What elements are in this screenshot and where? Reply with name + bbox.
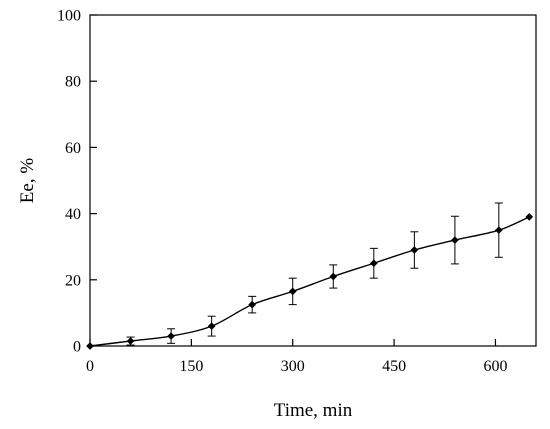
data-point bbox=[126, 337, 135, 345]
axes bbox=[89, 14, 537, 347]
x-axis-title: Time, min bbox=[274, 400, 353, 421]
y-tick-label: 80 bbox=[65, 74, 81, 91]
y-tick-label: 20 bbox=[65, 272, 81, 289]
data-point bbox=[451, 236, 459, 244]
data-point bbox=[495, 226, 503, 234]
tick-labels: 0 20 40 60 80 100 0 150 300 450 600 bbox=[57, 8, 507, 376]
x-tick-label: 450 bbox=[382, 358, 406, 375]
data-point bbox=[86, 342, 94, 350]
data-point bbox=[525, 213, 534, 221]
data-point bbox=[288, 287, 297, 296]
y-tick-label: 60 bbox=[65, 140, 81, 157]
data-point bbox=[369, 259, 378, 268]
x-tick-label: 300 bbox=[281, 358, 305, 375]
series-line-group bbox=[89, 216, 530, 347]
error-bars bbox=[126, 202, 503, 346]
y-tick-label: 100 bbox=[57, 8, 81, 25]
data-point bbox=[167, 332, 175, 340]
y-axis-title: Ee, % bbox=[17, 158, 38, 204]
x-tick-label: 150 bbox=[179, 358, 203, 375]
x-tick-label: 0 bbox=[86, 358, 94, 375]
plot-frame bbox=[89, 14, 537, 347]
series-line bbox=[89, 216, 530, 347]
data-point bbox=[207, 322, 216, 330]
data-markers bbox=[86, 213, 534, 350]
data-point bbox=[329, 272, 338, 281]
y-tick-label: 0 bbox=[73, 339, 81, 356]
data-point bbox=[248, 300, 257, 309]
y-tick-label: 40 bbox=[65, 206, 81, 223]
x-tick-label: 600 bbox=[483, 358, 507, 375]
data-point bbox=[410, 246, 419, 254]
